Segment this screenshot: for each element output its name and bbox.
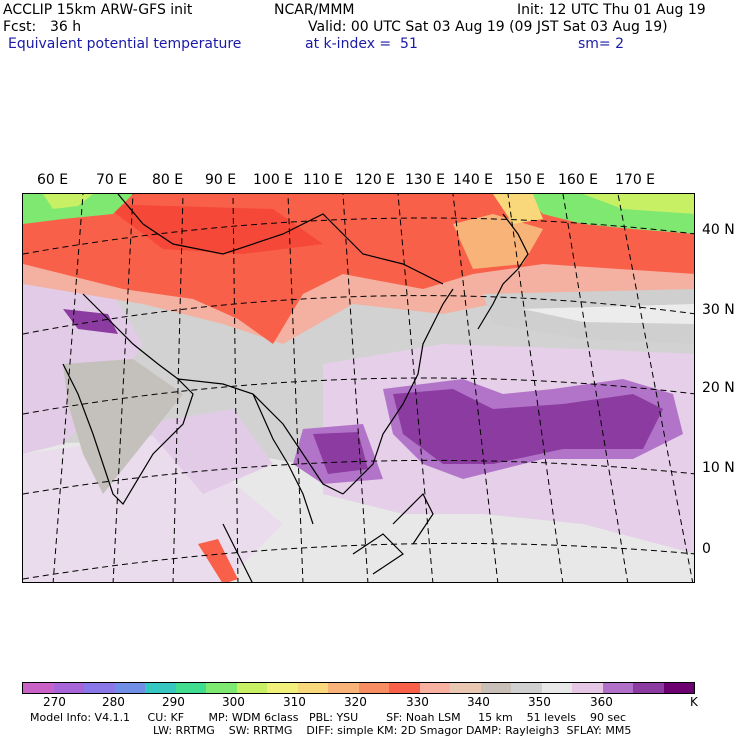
colorbar-tick-label: 290 [162, 695, 185, 709]
colorbar-swatch [450, 683, 481, 693]
fcst-value: 36 h [50, 19, 82, 35]
colorbar-swatch [114, 683, 145, 693]
longitude-label: 100 E [253, 172, 294, 188]
field-name: Equivalent potential temperature [8, 36, 242, 52]
fcst-label: Fcst: [3, 19, 37, 35]
colorbar-swatch [84, 683, 115, 693]
colorbar [22, 682, 695, 694]
colorbar-swatch [511, 683, 542, 693]
colorbar-swatch [328, 683, 359, 693]
colorbar-swatch [419, 683, 450, 693]
latitude-label: 10 N [702, 460, 735, 476]
longitude-label: 160 E [558, 172, 599, 188]
model-title: ACCLIP 15km ARW-GFS init [3, 2, 193, 18]
valid-time: Valid: 00 UTC Sat 03 Aug 19 (09 JST Sat … [308, 19, 668, 35]
longitude-label: 170 E [615, 172, 656, 188]
model-info-line2: LW: RRTMG SW: RRTMG DIFF: simple KM: 2D … [153, 724, 632, 737]
colorbar-swatch [206, 683, 237, 693]
colorbar-tick-label: 340 [467, 695, 490, 709]
latitude-label: 20 N [702, 380, 735, 396]
colorbar-swatch [541, 683, 572, 693]
colorbar-swatch [53, 683, 84, 693]
longitude-label: 90 E [205, 172, 237, 188]
colorbar-tick-label: 300 [222, 695, 245, 709]
colorbar-swatch [236, 683, 267, 693]
colorbar-swatch [480, 683, 511, 693]
colorbar-swatch [297, 683, 328, 693]
latitude-label: 0 [702, 541, 711, 557]
map-field-svg [23, 194, 694, 582]
colorbar-tick-label: 320 [344, 695, 367, 709]
longitude-label: 60 E [37, 172, 69, 188]
colorbar-swatch [175, 683, 206, 693]
latitude-label: 30 N [702, 302, 735, 318]
colorbar-tick-label: 330 [406, 695, 429, 709]
longitude-label: 130 E [405, 172, 446, 188]
colorbar-swatch [23, 683, 54, 693]
colorbar-tick-label: 350 [528, 695, 551, 709]
longitude-label: 150 E [505, 172, 546, 188]
colorbar-swatch [663, 683, 694, 693]
longitude-label: 110 E [303, 172, 344, 188]
colorbar-swatch [267, 683, 298, 693]
longitude-label: 140 E [453, 172, 494, 188]
colorbar-tick-label: 280 [102, 695, 125, 709]
colorbar-swatch [633, 683, 664, 693]
colorbar-swatch [389, 683, 420, 693]
longitude-label: 80 E [152, 172, 184, 188]
latitude-label: 40 N [702, 222, 735, 238]
smoothing-info: sm= 2 [578, 36, 625, 52]
model-info-line1: Model Info: V4.1.1 CU: KF MP: WDM 6class… [30, 711, 627, 724]
colorbar-tick-label: 270 [43, 695, 66, 709]
colorbar-swatch [572, 683, 603, 693]
longitude-label: 70 E [96, 172, 128, 188]
colorbar-tick-label: 310 [283, 695, 306, 709]
org-label: NCAR/MMM [274, 2, 355, 18]
colorbar-swatch [145, 683, 176, 693]
colorbar-tick-label: 360 [590, 695, 613, 709]
level-info: at k-index = 51 [305, 36, 418, 52]
init-time: Init: 12 UTC Thu 01 Aug 19 [517, 2, 706, 18]
theta-e-map [22, 193, 695, 583]
colorbar-swatch [602, 683, 633, 693]
colorbar-unit: K [690, 695, 698, 709]
colorbar-swatch [358, 683, 389, 693]
longitude-label: 120 E [355, 172, 396, 188]
